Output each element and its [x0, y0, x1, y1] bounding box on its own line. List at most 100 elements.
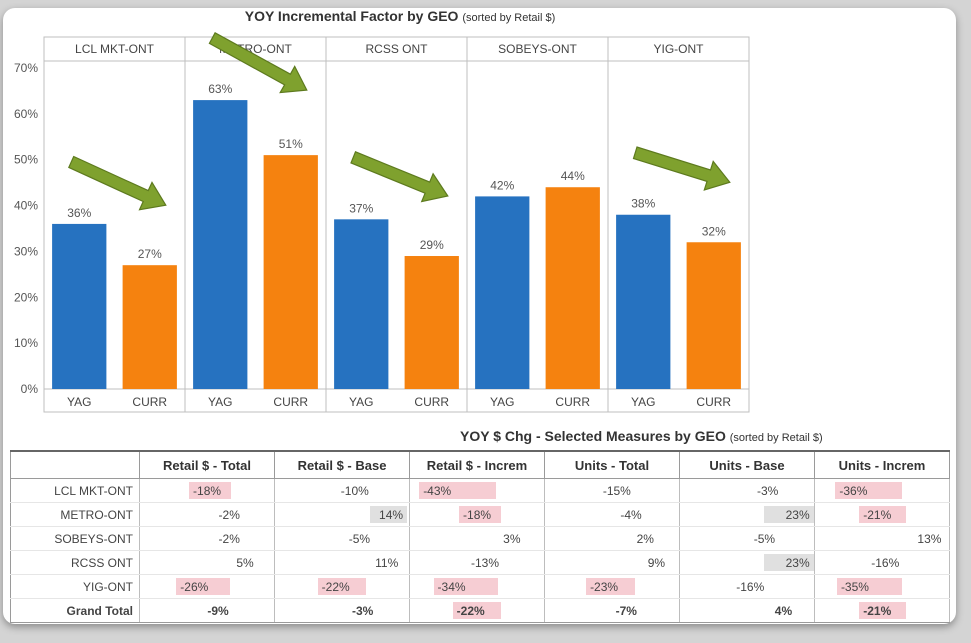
table-cell: -21% [814, 598, 950, 623]
table-cell: -21% [814, 502, 950, 527]
green-arrow-annotation [208, 31, 308, 94]
table-cell: -43% [409, 478, 545, 503]
grand-total-row: Grand Total -9% -3% -22% -7% 4% -21% [10, 598, 950, 623]
bar-value-label: 27% [138, 247, 162, 261]
cell-value: -16% [736, 579, 765, 594]
y-tick-label: 10% [14, 336, 38, 350]
cell-value: -5% [348, 531, 371, 546]
table-cell: -18% [139, 478, 275, 503]
green-arrow-annotation [350, 151, 449, 203]
table-cell: -3% [679, 478, 815, 503]
bar-chart: 0% 10% 20% 30% 40% 50% 60% 70% LCL MKT-ONT 36% YAG… [14, 31, 750, 413]
column-header: Units - Increm [814, 450, 950, 479]
cell-value: 3% [503, 531, 521, 546]
cell-value: -5% [753, 531, 776, 546]
table-cell: -4% [544, 502, 680, 527]
table-cell: -13% [409, 550, 545, 575]
table-title: YOY $ Chg - Selected Measures by GEO (so… [460, 428, 823, 444]
table-cell: -16% [814, 550, 950, 575]
table-cell: -2% [139, 526, 275, 551]
table-row: LCL MKT-ONT -18% -10% -43% -15% -3% -36% [10, 478, 950, 503]
bar-value-label: 44% [561, 169, 585, 183]
column-header: Units - Total [544, 450, 680, 479]
table-cell: -36% [814, 478, 950, 503]
table-row: SOBEYS-ONT -2% -5% 3% 2% -5% 13% [10, 526, 950, 551]
table-cell: -3% [274, 598, 410, 623]
panel-label: SOBEYS-ONT [498, 42, 577, 56]
table-cell: 4% [679, 598, 815, 623]
x-category-label: CURR [414, 395, 449, 409]
cell-value: -34% [437, 579, 466, 594]
table-cell: 23% [679, 502, 815, 527]
table-cell: 23% [679, 550, 815, 575]
row-label: LCL MKT-ONT [10, 478, 140, 503]
table-cell: 2% [544, 526, 680, 551]
bar-value-label: 63% [208, 82, 232, 96]
cell-value: -18% [193, 483, 222, 498]
cell-value: -3% [351, 603, 374, 618]
cell-value: -22% [456, 603, 485, 618]
cell-value: -21% [863, 507, 892, 522]
x-category-label: YAG [67, 395, 91, 409]
table-cell: -15% [544, 478, 680, 503]
table-cell: -5% [679, 526, 815, 551]
y-tick-label: 40% [14, 199, 38, 213]
bar-curr [545, 187, 600, 389]
x-category-label: YAG [490, 395, 514, 409]
table-row: RCSS ONT 5% 11% -13% 9% 23% -16% [10, 550, 950, 575]
x-category-label: CURR [132, 395, 167, 409]
chart-title: YOY Incremental Factor by GEO (sorted by… [244, 8, 556, 24]
table-cell: -10% [274, 478, 410, 503]
table-cell: -5% [274, 526, 410, 551]
cell-value: 5% [236, 555, 254, 570]
table-cell: -9% [139, 598, 275, 623]
cell-value: -15% [602, 483, 631, 498]
table-cell: -2% [139, 502, 275, 527]
table-cell: -22% [274, 574, 410, 599]
table-cell: -18% [409, 502, 545, 527]
cell-value: 11% [375, 555, 399, 570]
bar-curr [263, 155, 318, 389]
bar-yag [475, 196, 530, 389]
table-cell: 11% [274, 550, 410, 575]
cell-value: -16% [871, 555, 900, 570]
column-header: Units - Base [679, 450, 815, 479]
panel-label: RCSS ONT [365, 42, 428, 56]
row-label: YIG-ONT [10, 574, 140, 599]
table-cell: 13% [814, 526, 950, 551]
cell-value: -18% [463, 507, 492, 522]
cell-value: -22% [321, 579, 350, 594]
cell-value: 14% [379, 507, 404, 522]
panel-label: YIG-ONT [654, 42, 705, 56]
cell-value: -10% [340, 483, 369, 498]
row-label: RCSS ONT [10, 550, 140, 575]
row-label: Grand Total [10, 598, 140, 623]
green-arrow-annotation [68, 155, 167, 211]
table-cell: -26% [139, 574, 275, 599]
bar-yag [334, 219, 389, 389]
bar-value-label: 38% [631, 197, 655, 211]
cell-value: 23% [785, 507, 810, 522]
chart-title-note: (sorted by Retail $) [462, 12, 556, 24]
x-category-label: YAG [631, 395, 655, 409]
cell-value: -26% [180, 579, 209, 594]
cell-value: -2% [218, 531, 240, 546]
table-row: YIG-ONT -26% -22% -34% -23% -16% -35% [10, 574, 950, 599]
cell-value: -21% [863, 603, 892, 618]
x-category-label: YAG [208, 395, 232, 409]
bar-value-label: 29% [420, 238, 444, 252]
table-cell: -35% [814, 574, 950, 599]
bar-value-label: 51% [279, 137, 303, 151]
y-tick-label: 30% [14, 244, 38, 258]
cell-value: 2% [636, 531, 654, 546]
row-header-corner [10, 450, 140, 479]
column-header: Retail $ - Total [139, 450, 275, 479]
cell-value: -35% [840, 579, 869, 594]
table-header-row: Retail $ - Total Retail $ - Base Retail $ … [10, 450, 950, 479]
table-cell: -7% [544, 598, 680, 623]
table-cell: -34% [409, 574, 545, 599]
cell-value: 23% [785, 555, 810, 570]
row-label: SOBEYS-ONT [10, 526, 140, 551]
bar-yag [193, 100, 248, 389]
y-tick-label: 70% [14, 61, 38, 75]
